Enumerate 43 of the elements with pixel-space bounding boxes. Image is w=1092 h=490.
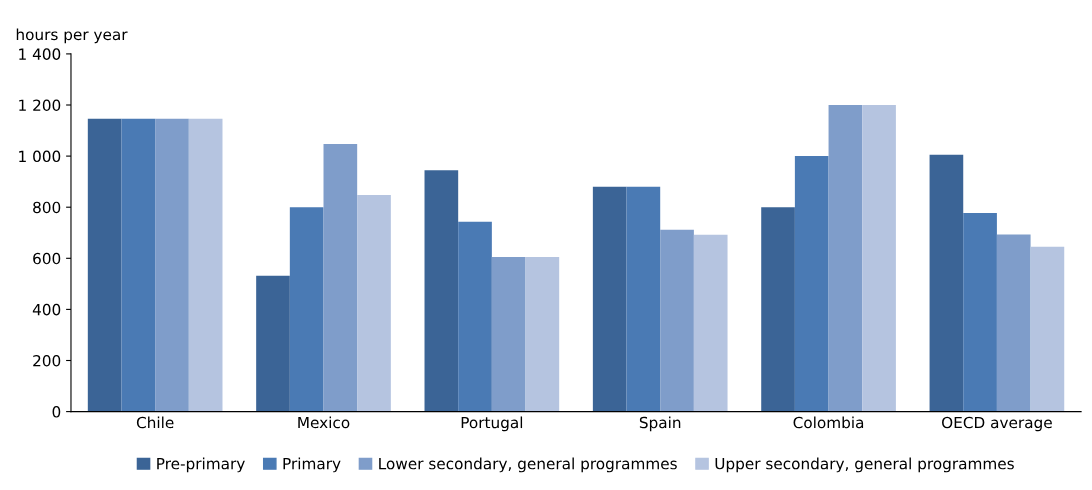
bar <box>828 105 863 412</box>
bar <box>862 105 896 412</box>
bar <box>87 118 122 412</box>
y-tick-label: 0 <box>52 406 61 418</box>
y-tick-label: 800 <box>33 201 61 214</box>
bar <box>155 118 189 412</box>
bar <box>592 186 627 412</box>
bar <box>1030 246 1065 412</box>
bar <box>188 118 223 412</box>
bar <box>693 234 728 412</box>
x-tick-label: Mexico <box>298 416 350 429</box>
y-tick-label: 200 <box>33 354 61 367</box>
bar <box>458 221 492 412</box>
legend-label: Lower secondary, general programmes <box>379 457 677 473</box>
bar <box>323 144 358 412</box>
legend-label: Pre-primary <box>157 457 245 473</box>
x-tick-label: Colombia <box>793 416 864 429</box>
x-tick-label: Spain <box>639 416 681 432</box>
y-tick-label: 1 000 <box>19 150 61 163</box>
y-tick-label: 600 <box>33 252 61 265</box>
bar <box>424 170 459 412</box>
y-tick-label: 400 <box>32 303 61 316</box>
bar <box>121 118 156 412</box>
bar <box>660 229 694 412</box>
bar <box>761 207 795 412</box>
bar <box>996 234 1031 412</box>
bar <box>357 194 391 412</box>
x-tick-label: Portugal <box>461 416 523 432</box>
y-tick-label: 1 200 <box>19 99 61 112</box>
bar <box>929 154 964 412</box>
x-tick-label: OECD average <box>942 416 1052 432</box>
bar <box>794 156 829 412</box>
legend-label: Upper secondary, general programmes <box>715 457 1014 473</box>
x-tick-label: Chile <box>136 416 174 429</box>
bar <box>525 257 560 412</box>
bar <box>491 257 526 412</box>
bar <box>626 186 661 412</box>
bar <box>256 275 290 412</box>
bar <box>963 213 997 412</box>
bar <box>289 207 324 412</box>
legend-label: Primary <box>283 457 341 473</box>
y-axis-title: hours per year <box>16 28 128 44</box>
y-tick-label: 1 400 <box>19 48 61 60</box>
